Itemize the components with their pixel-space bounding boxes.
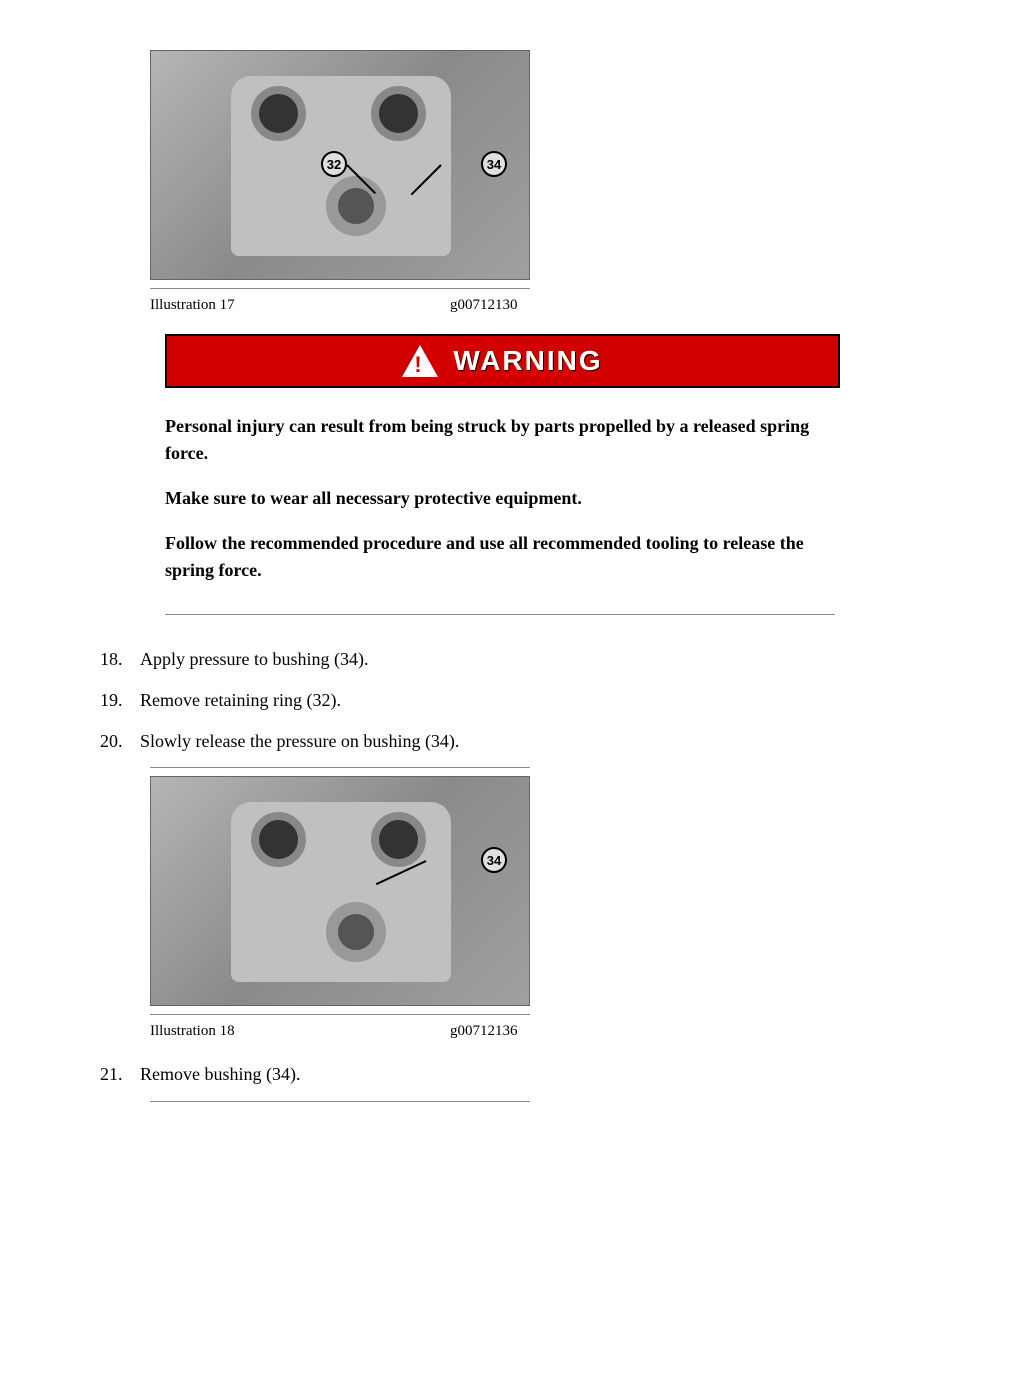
callout-34: 34 bbox=[481, 847, 507, 873]
step-item: 18. Apply pressure to bushing (34). bbox=[100, 645, 900, 674]
trailing-divider-block bbox=[150, 1101, 900, 1102]
caption-label: Illustration 17 bbox=[150, 297, 450, 314]
warning-body: Personal injury can result from being st… bbox=[165, 413, 840, 584]
figure-divider bbox=[150, 767, 530, 768]
hole-shape bbox=[326, 176, 386, 236]
hole-shape bbox=[371, 86, 426, 141]
mechanical-part bbox=[231, 802, 451, 982]
figure-17-photo: 32 34 bbox=[151, 51, 529, 279]
step-text: Remove retaining ring (32). bbox=[140, 686, 900, 715]
figure-divider bbox=[150, 1101, 530, 1102]
step-text: Slowly release the pressure on bushing (… bbox=[140, 727, 900, 756]
callout-32: 32 bbox=[321, 151, 347, 177]
caption-label: Illustration 18 bbox=[150, 1023, 450, 1040]
warning-paragraph: Follow the recommended procedure and use… bbox=[165, 530, 840, 584]
figure-17-block: 32 34 Illustration 17 g00712130 bbox=[150, 50, 900, 314]
figure-18-caption: Illustration 18 g00712136 bbox=[150, 1023, 900, 1040]
step-item: 20. Slowly release the pressure on bushi… bbox=[100, 727, 900, 756]
figure-17-caption: Illustration 17 g00712130 bbox=[150, 297, 900, 314]
hole-shape bbox=[371, 812, 426, 867]
figure-18-photo: 34 bbox=[151, 777, 529, 1005]
warning-banner-text: WARNING bbox=[453, 345, 602, 377]
warning-triangle-icon bbox=[402, 345, 438, 377]
step-item: 21. Remove bushing (34). bbox=[100, 1060, 900, 1089]
step-text: Remove bushing (34). bbox=[140, 1060, 900, 1089]
figure-17-image: 32 34 bbox=[150, 50, 530, 280]
step-number: 18. bbox=[100, 645, 140, 674]
step-text: Apply pressure to bushing (34). bbox=[140, 645, 900, 674]
warning-banner: WARNING bbox=[165, 334, 840, 388]
figure-18-image: 34 bbox=[150, 776, 530, 1006]
step-number: 21. bbox=[100, 1060, 140, 1089]
figure-divider bbox=[150, 1014, 530, 1015]
document-content: 32 34 Illustration 17 g00712130 WARNING … bbox=[100, 50, 900, 1102]
hole-shape bbox=[251, 86, 306, 141]
step-item: 19. Remove retaining ring (32). bbox=[100, 686, 900, 715]
step-number: 20. bbox=[100, 727, 140, 756]
warning-paragraph: Make sure to wear all necessary protecti… bbox=[165, 485, 840, 512]
step-number: 19. bbox=[100, 686, 140, 715]
steps-list: 21. Remove bushing (34). bbox=[100, 1060, 900, 1089]
figure-divider bbox=[150, 288, 530, 289]
hole-shape bbox=[326, 902, 386, 962]
steps-list: 18. Apply pressure to bushing (34). 19. … bbox=[100, 645, 900, 755]
warning-end-divider bbox=[165, 614, 835, 615]
figure-18-block: 34 Illustration 18 g00712136 bbox=[150, 767, 900, 1040]
callout-34: 34 bbox=[481, 151, 507, 177]
caption-id: g00712136 bbox=[450, 1023, 900, 1040]
warning-paragraph: Personal injury can result from being st… bbox=[165, 413, 840, 467]
caption-id: g00712130 bbox=[450, 297, 900, 314]
hole-shape bbox=[251, 812, 306, 867]
